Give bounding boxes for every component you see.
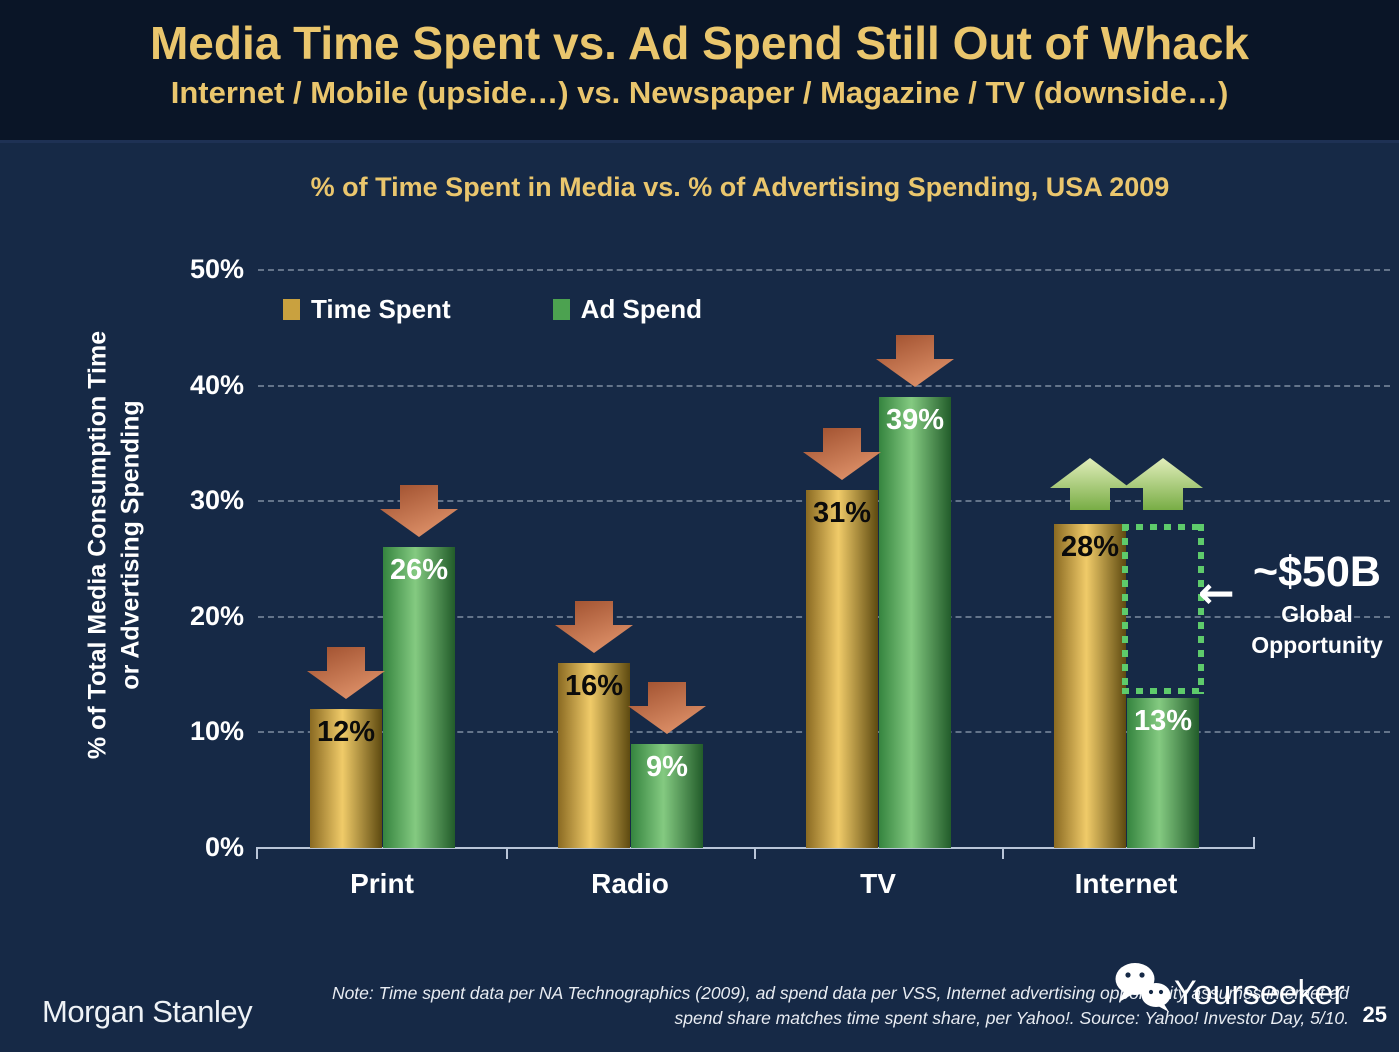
- axis-end-tick: [1253, 837, 1255, 849]
- legend-swatch: [552, 299, 570, 320]
- category-label: Print: [350, 868, 414, 899]
- y-tick-label: 40%: [189, 369, 244, 400]
- bar-value-label: 39%: [885, 404, 945, 437]
- chart-title: % of Time Spent in Media vs. % of Advert…: [310, 172, 1170, 202]
- opportunity-text-line1: Global: [1281, 601, 1353, 627]
- opportunity-box-edge-right: [1198, 524, 1204, 694]
- opportunity-amount: ~$50B: [1253, 548, 1381, 596]
- up-arrow-icon: [1050, 458, 1130, 511]
- category-label: Radio: [591, 868, 669, 899]
- bar-value-label: 16%: [564, 670, 624, 703]
- footnote: Note: Time spent data per NA Technograph…: [289, 981, 1349, 1031]
- opportunity-box-edge-top: [1122, 524, 1204, 531]
- y-tick-label: 30%: [189, 485, 244, 516]
- bar-value-label: 12%: [316, 716, 376, 749]
- category-label: TV: [860, 868, 896, 899]
- bar-value-label: 13%: [1133, 704, 1193, 737]
- down-arrow-icon: [803, 427, 881, 480]
- axis-tick: [1002, 847, 1004, 859]
- down-arrow-icon: [307, 647, 385, 700]
- bar-ad-spend-print: [383, 547, 455, 848]
- wechat-icon: [1115, 963, 1171, 1012]
- opportunity-label: ~$50B Global Opportunity: [1238, 548, 1396, 659]
- bar-time-spent-tv: [806, 489, 878, 848]
- axis-tick: [256, 847, 258, 859]
- opportunity-box: [1122, 524, 1204, 694]
- legend-swatch: [283, 299, 300, 320]
- bar-time-spent-radio: [558, 663, 630, 848]
- legend-item-ad-spend: Ad Spend: [552, 294, 703, 325]
- slide-title: Media Time Spent vs. Ad Spend Still Out …: [149, 17, 1250, 69]
- category-label: Internet: [1074, 868, 1178, 899]
- y-tick-label: 10%: [189, 716, 244, 747]
- axis-tick: [506, 847, 508, 859]
- footnote-line2: spend share matches time spent share, pe…: [674, 1007, 1349, 1028]
- gridline: [258, 269, 1390, 271]
- bar-time-spent-print: [310, 709, 382, 848]
- opportunity-box-edge-bottom: [1122, 687, 1204, 694]
- page-number: 25: [1362, 1002, 1387, 1027]
- legend-label: Ad Spend: [580, 294, 703, 324]
- axis-tick: [754, 847, 756, 859]
- watermark-text: Yourseeker: [1174, 974, 1345, 1012]
- footnote-line1: Note: Time spent data per NA Technograph…: [331, 983, 1349, 1003]
- legend-label: Time Spent: [311, 294, 451, 324]
- down-arrow-icon: [876, 335, 954, 388]
- bar-value-label: 31%: [812, 496, 872, 529]
- bar-ad-spend-radio: [631, 743, 703, 848]
- watermark: Yourseeker: [1114, 962, 1345, 1013]
- down-arrow-icon: [555, 601, 633, 654]
- down-arrow-icon: [628, 681, 706, 734]
- header-band: Media Time Spent vs. Ad Spend Still Out …: [0, 0, 1399, 143]
- y-tick-label: 0%: [204, 832, 244, 862]
- down-arrow-icon: [380, 485, 458, 538]
- opportunity-box-edge-left: [1122, 524, 1128, 694]
- bar-ad-spend-tv: [879, 397, 951, 848]
- up-arrow-icon: [1123, 458, 1203, 511]
- opportunity-text-line2: Opportunity: [1251, 632, 1383, 659]
- y-tick-label: 20%: [189, 600, 244, 631]
- bar-value-label: 9%: [646, 750, 688, 783]
- slide-subtitle: Internet / Mobile (upside…) vs. Newspape…: [170, 75, 1229, 110]
- morgan-stanley-logo: Morgan Stanley: [42, 994, 253, 1029]
- bar-ad-spend-internet: [1127, 697, 1199, 848]
- y-tick-label: 50%: [189, 254, 244, 284]
- bar-value-label: 26%: [389, 554, 449, 587]
- bar-time-spent-internet: [1054, 524, 1126, 848]
- legend: Time Spent Ad Spend: [283, 294, 702, 325]
- bar-value-label: 28%: [1060, 531, 1120, 564]
- gridline: [258, 384, 1390, 387]
- legend-item-time-spent: Time Spent: [283, 294, 451, 325]
- left-arrow-icon: ←: [1198, 568, 1235, 619]
